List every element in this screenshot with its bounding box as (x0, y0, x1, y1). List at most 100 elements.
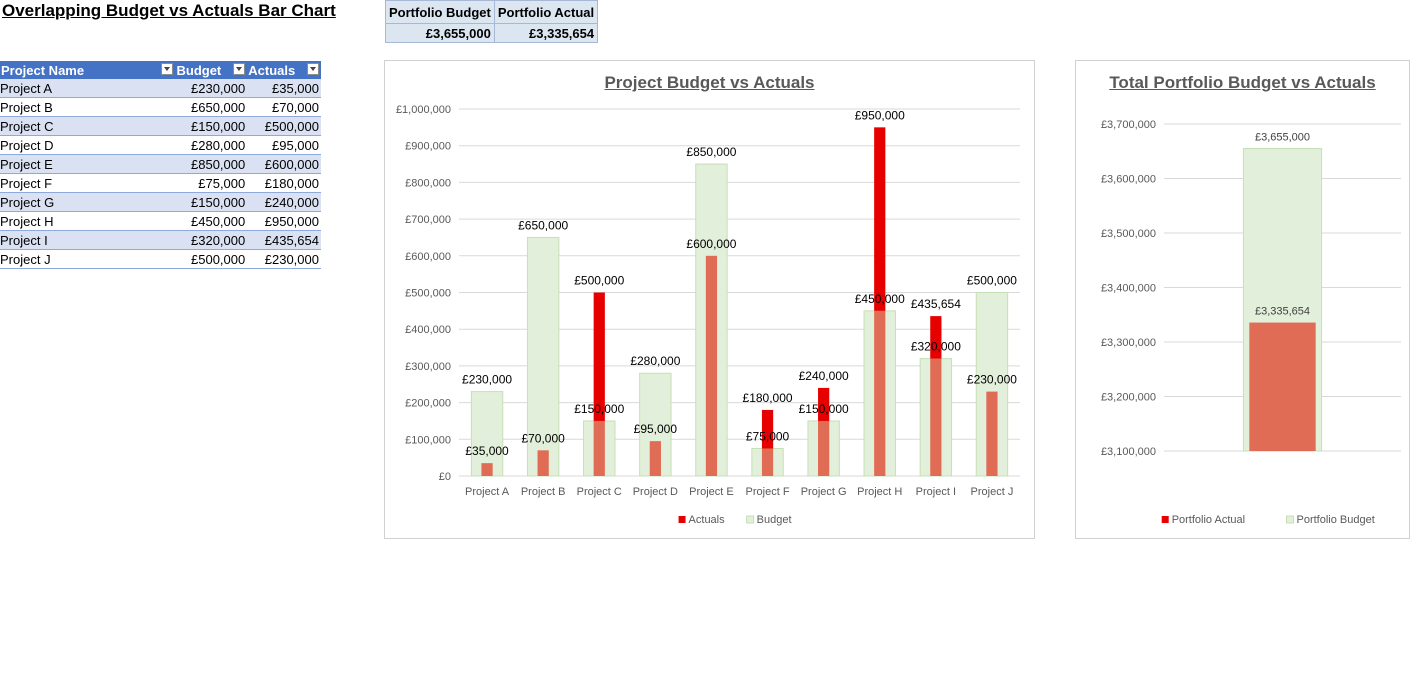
y-tick-label: £700,000 (405, 214, 451, 226)
project-name-header[interactable]: Project Name (0, 61, 176, 79)
legend-label: Actuals (689, 514, 726, 526)
project-budget-vs-actuals-chart[interactable]: Project Budget vs Actuals £0 £100,000 £200… (384, 60, 1035, 539)
budget-data-label: £850,000 (686, 145, 736, 159)
actuals-cell[interactable]: £500,000 (247, 116, 321, 136)
x-tick-label: Project D (633, 486, 678, 498)
actuals-cell[interactable]: £230,000 (247, 249, 321, 269)
table-row: Project I £320,000 £435,654 (0, 230, 321, 250)
project-name-cell[interactable]: Project I (0, 230, 176, 250)
actual-overspend-bar (818, 387, 830, 421)
y-tick-label: £300,000 (405, 361, 451, 373)
y-tick-label: £400,000 (405, 324, 451, 336)
budget-data-label: £150,000 (799, 402, 849, 416)
filter-dropdown-icon[interactable] (161, 63, 174, 75)
budget-data-label: £3,655,000 (1255, 132, 1310, 144)
table-row: Project C £150,000 £500,000 (0, 116, 321, 136)
budget-cell[interactable]: £450,000 (175, 211, 248, 231)
budget-data-label: £450,000 (855, 292, 905, 306)
budget-data-label: £320,000 (911, 340, 961, 354)
y-tick-label: £500,000 (405, 288, 451, 300)
table-row: Project H £450,000 £950,000 (0, 211, 321, 231)
legend-label: Portfolio Actual (1172, 514, 1245, 526)
portfolio-budget-header[interactable]: Portfolio Budget (385, 0, 495, 24)
project-name-cell[interactable]: Project J (0, 249, 176, 269)
actual-overspend-bar (761, 409, 774, 449)
project-name-cell[interactable]: Project H (0, 211, 176, 231)
y-tick-label: £1,000,000 (396, 104, 451, 116)
project-name-cell[interactable]: Project C (0, 116, 176, 136)
chart-title: Project Budget vs Actuals (604, 73, 815, 92)
actuals-cell[interactable]: £70,000 (247, 97, 321, 117)
actuals-cell[interactable]: £950,000 (247, 211, 321, 231)
y-tick-label: £3,600,000 (1101, 174, 1156, 186)
budget-cell[interactable]: £500,000 (175, 249, 248, 269)
legend-label: Budget (757, 514, 792, 526)
actual-bar (705, 255, 718, 476)
filter-dropdown-icon[interactable] (233, 63, 246, 75)
actuals-cell[interactable]: £240,000 (247, 192, 321, 212)
project-name-cell[interactable]: Project E (0, 154, 176, 174)
actual-bar (1249, 322, 1316, 451)
actual-overspend-bar (593, 292, 605, 421)
project-name-cell[interactable]: Project B (0, 97, 176, 117)
budget-cell[interactable]: £280,000 (175, 135, 248, 155)
budget-header[interactable]: Budget (175, 61, 248, 79)
budget-cell[interactable]: £650,000 (175, 97, 248, 117)
actual-bar (481, 463, 493, 476)
x-tick-label: Project A (465, 486, 510, 498)
actuals-cell[interactable]: £95,000 (247, 135, 321, 155)
budget-header-label: Budget (176, 62, 222, 78)
budget-cell[interactable]: £75,000 (175, 173, 248, 193)
x-tick-label: Project I (916, 486, 956, 498)
page-title: Overlapping Budget vs Actuals Bar Chart (2, 1, 336, 20)
budget-data-label: £280,000 (630, 354, 680, 368)
budget-cell[interactable]: £150,000 (175, 192, 248, 212)
actual-bar (593, 420, 605, 476)
actual-data-label: £240,000 (799, 369, 849, 383)
actual-bar (818, 420, 830, 476)
actual-data-label: £600,000 (686, 237, 736, 251)
legend-swatch (1286, 515, 1294, 524)
table-row: Project B £650,000 £70,000 (0, 97, 321, 117)
budget-data-label: £230,000 (462, 373, 512, 387)
chart-title: Total Portfolio Budget vs Actuals (1109, 73, 1376, 92)
table-row: Project D £280,000 £95,000 (0, 135, 321, 155)
actual-overspend-bar (874, 127, 886, 311)
actuals-cell[interactable]: £435,654 (247, 230, 321, 250)
budget-cell[interactable]: £150,000 (175, 116, 248, 136)
legend-swatch (678, 516, 686, 523)
y-tick-label: £100,000 (405, 434, 451, 446)
actuals-cell[interactable]: £180,000 (247, 173, 321, 193)
total-portfolio-chart[interactable]: Total Portfolio Budget vs Actuals £3,100… (1075, 60, 1410, 539)
legend-label: Portfolio Budget (1297, 514, 1375, 526)
actuals-cell[interactable]: £600,000 (247, 154, 321, 174)
project-name-cell[interactable]: Project F (0, 173, 176, 193)
y-tick-label: £3,700,000 (1101, 119, 1156, 131)
budget-data-label: £500,000 (967, 274, 1017, 288)
budget-cell[interactable]: £850,000 (175, 154, 248, 174)
budget-bar (470, 391, 504, 477)
portfolio-actual-header[interactable]: Portfolio Actual (493, 0, 599, 24)
x-tick-label: Project H (857, 486, 902, 498)
budget-cell[interactable]: £230,000 (175, 79, 248, 98)
actuals-header[interactable]: Actuals (247, 61, 321, 79)
project-table: Project Name Budget Actuals Project A £23… (0, 61, 321, 269)
portfolio-actual-value[interactable]: £3,335,654 (493, 23, 599, 43)
project-name-cell[interactable]: Project A (0, 79, 176, 98)
table-row: Project G £150,000 £240,000 (0, 192, 321, 212)
portfolio-budget-value[interactable]: £3,655,000 (385, 23, 495, 43)
actual-bar (761, 448, 774, 476)
portfolio-summary-table: Portfolio Budget Portfolio Actual £3,655… (385, 0, 599, 43)
filter-dropdown-icon[interactable] (307, 63, 319, 75)
budget-cell[interactable]: £320,000 (175, 230, 248, 250)
project-name-cell[interactable]: Project G (0, 192, 176, 212)
table-row: Project E £850,000 £600,000 (0, 154, 321, 174)
y-tick-label: £3,400,000 (1101, 283, 1156, 295)
actuals-cell[interactable]: £35,000 (247, 79, 321, 98)
budget-data-label: £650,000 (518, 218, 568, 232)
project-name-cell[interactable]: Project D (0, 135, 176, 155)
budget-data-label: £75,000 (746, 429, 790, 443)
y-tick-label: £900,000 (405, 141, 451, 153)
actual-data-label: £180,000 (743, 391, 793, 405)
actual-data-label: £435,654 (911, 297, 961, 311)
